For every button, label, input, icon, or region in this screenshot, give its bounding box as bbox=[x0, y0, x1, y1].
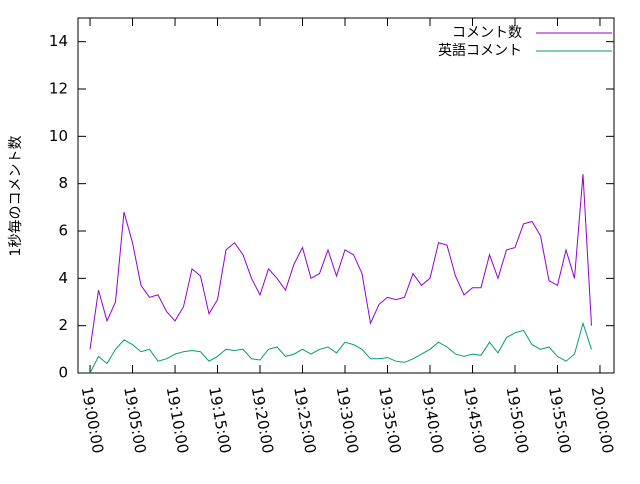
legend-label: コメント数 bbox=[452, 25, 522, 41]
x-tick-label: 19:15:00 bbox=[205, 385, 234, 454]
legend-label: 英語コメント bbox=[438, 42, 522, 59]
x-tick-label: 19:20:00 bbox=[248, 385, 277, 454]
y-tick-label: 0 bbox=[58, 364, 68, 382]
x-tick-label: 19:40:00 bbox=[418, 385, 447, 454]
y-tick-label: 10 bbox=[49, 127, 68, 145]
y-tick-label: 6 bbox=[58, 222, 68, 240]
x-tick-label: 19:10:00 bbox=[163, 385, 192, 454]
y-tick-label: 8 bbox=[58, 174, 68, 192]
series-line bbox=[89, 174, 592, 350]
x-tick-label: 19:55:00 bbox=[545, 385, 574, 454]
x-tick-label: 19:45:00 bbox=[460, 385, 489, 454]
y-tick-label: 14 bbox=[49, 32, 68, 50]
series-line bbox=[89, 321, 592, 374]
y-axis-label: 1秒毎のコメント数 bbox=[8, 136, 24, 257]
plot-border bbox=[77, 17, 615, 374]
x-tick-label: 19:50:00 bbox=[503, 385, 532, 454]
x-tick-label: 19:35:00 bbox=[375, 385, 404, 454]
x-tick-label: 19:30:00 bbox=[333, 385, 362, 454]
x-tick-label: 20:00:00 bbox=[588, 385, 617, 454]
x-tick-label: 19:05:00 bbox=[120, 385, 149, 454]
y-tick-label: 2 bbox=[58, 316, 68, 334]
x-tick-label: 19:25:00 bbox=[290, 385, 319, 454]
y-tick-label: 12 bbox=[49, 80, 68, 98]
y-tick-label: 4 bbox=[58, 269, 68, 287]
x-tick-label: 19:00:00 bbox=[78, 385, 107, 454]
